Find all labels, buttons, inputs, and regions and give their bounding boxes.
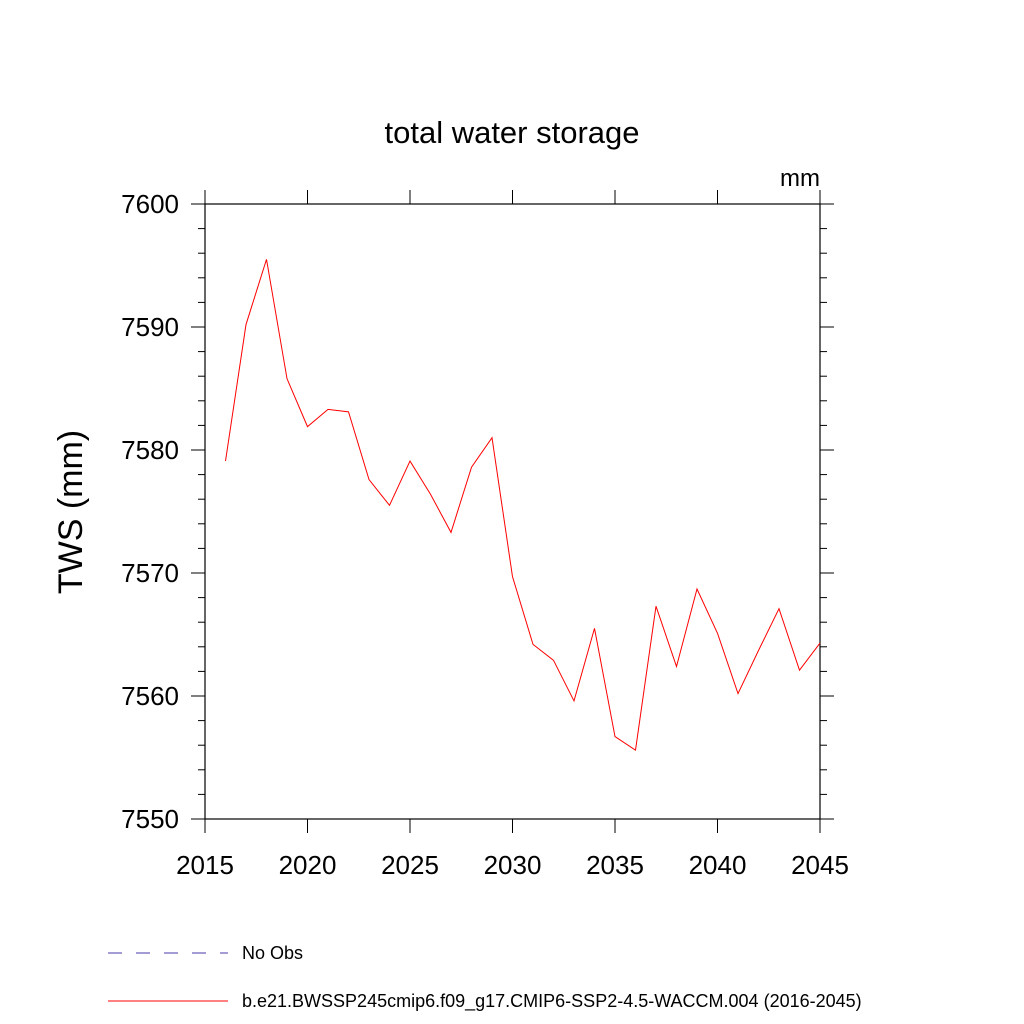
legend-label-no-obs: No Obs	[242, 943, 303, 963]
units-label: mm	[780, 165, 820, 192]
y-tick-label: 7580	[121, 435, 179, 465]
y-tick-label: 7590	[121, 312, 179, 342]
y-tick-label: 7550	[121, 804, 179, 834]
plot-frame	[204, 203, 821, 820]
tick-labels: 2015 2020 2025 2030 2035 2040 2045 7550 7560 7570…	[121, 189, 849, 880]
y-axis-title: TWS (mm)	[52, 430, 90, 594]
x-tick-label: 2015	[176, 850, 234, 880]
series-line-1	[225, 259, 821, 751]
x-tick-label: 2030	[484, 850, 542, 880]
y-tick-label: 7570	[121, 558, 179, 588]
series-layer	[225, 259, 821, 751]
chart-title: total water storage	[384, 115, 639, 150]
y-tick-label: 7600	[121, 189, 179, 219]
x-tick-label: 2040	[689, 850, 747, 880]
x-tick-label: 2045	[791, 850, 849, 880]
axis-ticks	[191, 190, 834, 833]
x-tick-label: 2035	[586, 850, 644, 880]
x-tick-label: 2025	[381, 850, 439, 880]
x-tick-label: 2020	[279, 850, 337, 880]
legend: No Obs b.e21.BWSSP245cmip6.f09_g17.CMIP6…	[108, 943, 862, 1012]
legend-label-model: b.e21.BWSSP245cmip6.f09_g17.CMIP6-SSP2-4…	[242, 991, 862, 1012]
y-tick-label: 7560	[121, 681, 179, 711]
